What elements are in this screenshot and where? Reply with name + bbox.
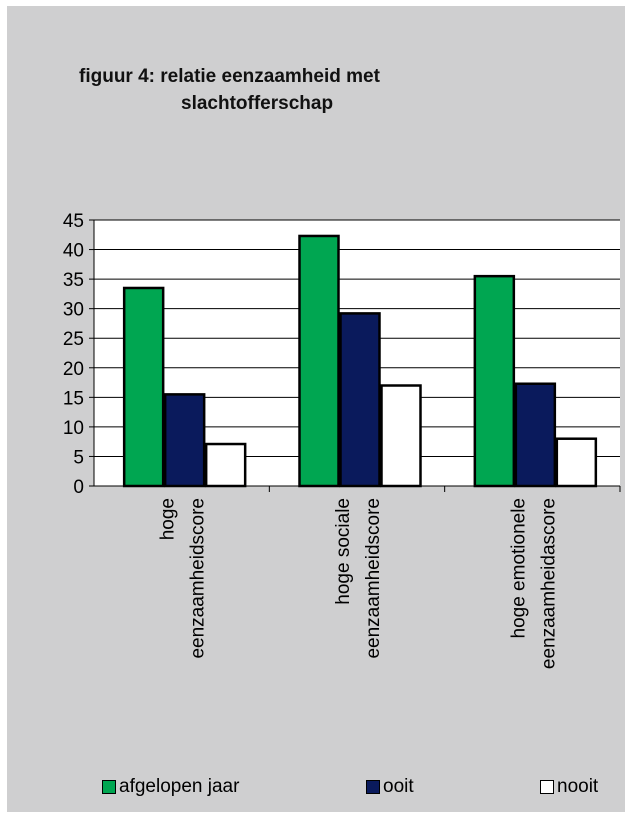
bar [339, 312, 381, 488]
y-tick-label: 30 [63, 300, 84, 321]
bar [298, 234, 340, 488]
chart-title-line-2: slachtofferschap [181, 93, 334, 114]
y-tick-label: 20 [63, 359, 84, 380]
bar [473, 274, 516, 488]
y-tick-label: 0 [73, 477, 84, 498]
chart-title: figuur 4: relatie eenzaamheid met slacht… [79, 63, 380, 117]
x-tick-label: hoge sociale [333, 498, 354, 605]
bar [204, 442, 247, 488]
bar [163, 393, 206, 488]
x-tick-label: hoge emotionele [508, 498, 529, 639]
y-tick-label: 5 [73, 447, 84, 468]
x-tick-label: hoge [158, 498, 179, 540]
bar [514, 382, 557, 488]
bar [122, 286, 165, 488]
y-tick-label: 40 [63, 241, 84, 262]
y-tick-label: 10 [63, 418, 84, 439]
y-tick-label: 45 [63, 211, 84, 232]
chart-title-line-1: figuur 4: relatie eenzaamheid met [79, 66, 380, 87]
bar [380, 384, 422, 488]
x-tick-label: eenzaamheidscore [363, 498, 384, 659]
x-tick-label: eenzaamheidascore [538, 498, 559, 669]
y-tick-label: 35 [63, 270, 84, 291]
x-tick-label: eenzaamheidscore [188, 498, 209, 659]
y-tick-label: 25 [63, 329, 84, 350]
y-tick-label: 15 [63, 388, 84, 409]
bar [555, 437, 598, 488]
